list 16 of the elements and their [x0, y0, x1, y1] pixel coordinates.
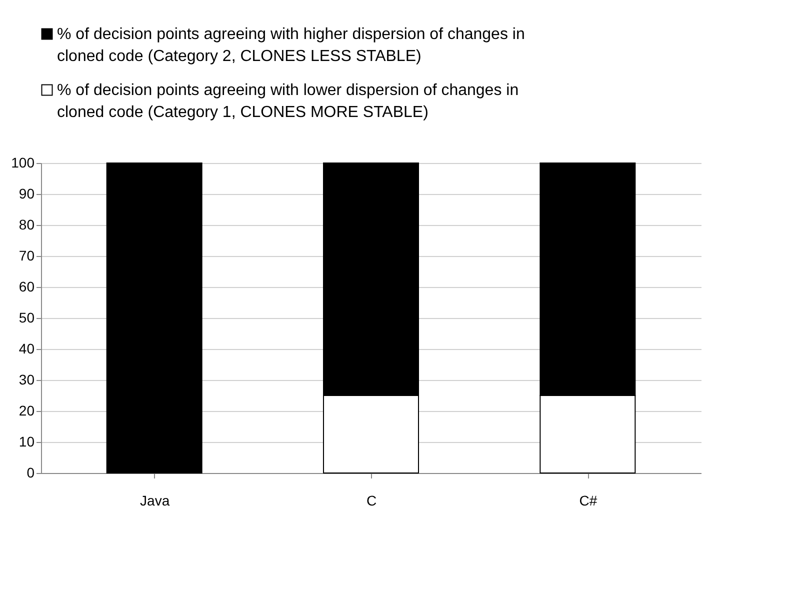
- legend-label: % of decision points agreeing with higher dispersion of changes in cloned code (Category 2, CLONES LESS STABLE): [57, 26, 525, 65]
- y-tick-label: 60: [18, 278, 35, 294]
- y-tick-label: 100: [11, 154, 35, 170]
- y-tick-label: 90: [18, 186, 35, 202]
- y-tick-label: 40: [18, 340, 35, 356]
- y-tick-label: 50: [18, 310, 35, 326]
- x-tick-label: C: [366, 492, 377, 508]
- y-tick-label: 80: [18, 216, 35, 232]
- y-tick-label: 70: [18, 248, 35, 264]
- y-tick-label: 30: [18, 372, 35, 388]
- x-tick-label: C#: [579, 492, 598, 508]
- legend-label: % of decision points agreeing with lower dispersion of changes in cloned code (Category 1, CLONES MORE STABLE): [57, 82, 519, 121]
- x-tick-label: Java: [140, 492, 170, 508]
- y-tick-label: 10: [18, 434, 35, 450]
- y-tick-label: 0: [26, 464, 35, 480]
- y-tick-label: 20: [18, 402, 35, 418]
